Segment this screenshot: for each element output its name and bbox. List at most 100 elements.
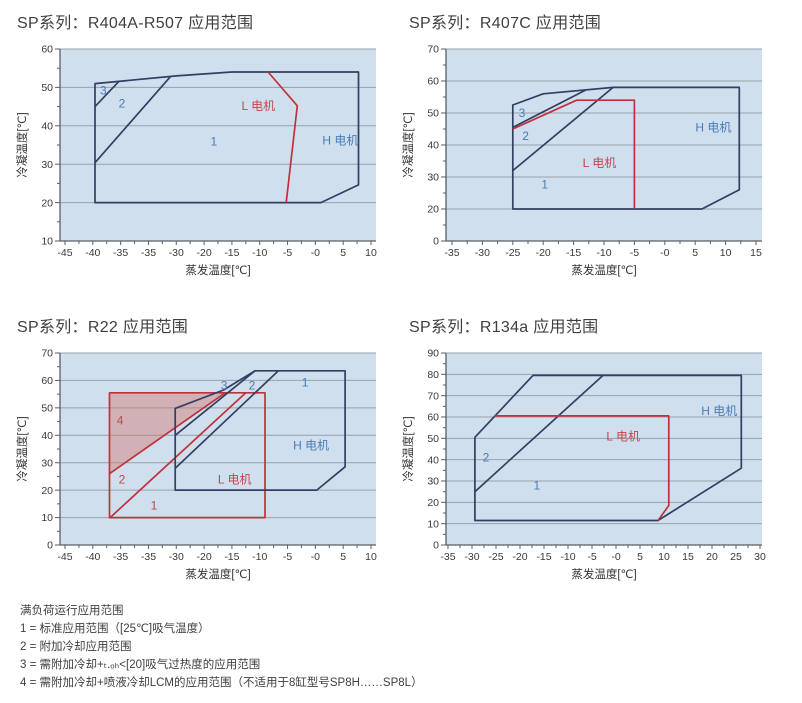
chart-block-r404a: SP系列：R404A-R507 应用范围 60 50 40 30 20 10 -45 -40 -… (8, 6, 406, 306)
x-tick-label: -25 (488, 551, 503, 563)
y-tick-label: 90 (427, 348, 439, 360)
x-tick-label: 20 (706, 551, 718, 563)
x-tick-label: -5 (283, 247, 292, 259)
x-tick-label: 15 (750, 247, 762, 259)
x-tick-label: 15 (682, 551, 694, 563)
y-tick-label: 30 (427, 476, 439, 488)
y-tick-label: 20 (427, 204, 439, 216)
x-tick-label: -25 (505, 247, 520, 259)
region-label-L 电机: L 电机 (242, 99, 276, 113)
x-tick-label: -35 (113, 551, 128, 563)
region-label-1: 1 (151, 498, 158, 512)
region-label-3: 3 (100, 84, 107, 98)
region-label-3: 3 (519, 106, 526, 120)
y-axis-title: 冷凝温度[℃] (15, 112, 29, 177)
chart-block-r22: SP系列：R22 应用范围 70 60 50 40 30 20 10 0 -45 -40 -35 -3… (8, 310, 406, 610)
y-tick-label: 70 (427, 44, 439, 56)
x-tick-label: -45 (57, 247, 72, 259)
region-label-L 电机: L 电机 (606, 429, 640, 443)
legend-note-4: 4 = 需附加冷却+喷液冷却LCM的应用范围（不适用于8缸型号SP8H……SP8… (20, 677, 423, 689)
zone3-boundary (174, 370, 256, 436)
y-tick-label: 70 (427, 390, 439, 402)
region-label-1: 1 (210, 134, 217, 148)
h-motor-envelope (174, 369, 346, 491)
y-tick-label: 20 (41, 485, 53, 497)
y-tick-label: 10 (41, 236, 53, 248)
y-tick-label: 30 (427, 172, 439, 184)
y-tick-label: 40 (427, 454, 439, 466)
y-tick-label: 50 (427, 108, 439, 120)
zone2-red-boundary (109, 392, 247, 519)
x-tick-label: -0 (311, 247, 320, 259)
region-label-1: 1 (302, 376, 309, 390)
zone4-boundary (109, 392, 226, 475)
zone2-boundary (474, 374, 604, 493)
y-tick-label: 50 (41, 403, 53, 415)
x-tick-label: -5 (283, 551, 292, 563)
chart-title-r134a: SP系列：R134a 应用范围 (409, 319, 599, 336)
h-motor-envelope (94, 71, 360, 204)
y-tick-label: 30 (41, 457, 53, 469)
x-tick-label: -10 (560, 551, 575, 563)
x-tick-label: -10 (252, 247, 267, 259)
l-motor-boundary (512, 99, 636, 209)
x-tick-label: -10 (252, 551, 267, 563)
x-tick-label: -15 (536, 551, 551, 563)
region-label-L 电机: L 电机 (218, 472, 252, 486)
legend-notes: 满负荷运行应用范围 1 = 标准应用范围（[25℃]吸气温度） 2 = 附加冷却… (20, 602, 423, 692)
zone2-boundary (94, 75, 172, 164)
x-tick-label: -30 (169, 551, 184, 563)
region-label-H 电机: H 电机 (293, 438, 329, 452)
chart-r134a: 90 80 70 60 50 40 30 20 10 0-35 -30 -25 -20 -15 -10 -5 -… (401, 348, 766, 581)
x-tick-label: -40 (85, 551, 100, 563)
x-tick-label: 10 (365, 247, 377, 259)
x-tick-label: 5 (692, 247, 698, 259)
x-axis-title: 蒸发温度[℃] (185, 263, 250, 277)
legend-note-3: 3 = 需附加冷却+ₜ.ₒₕ<[20]吸气过热度的应用范围 (20, 659, 261, 671)
x-tick-label: 10 (365, 551, 377, 563)
x-tick-label: 5 (637, 551, 643, 563)
legend-note-2: 2 = 附加冷却应用范围 (20, 641, 132, 653)
x-tick-label: -20 (536, 247, 551, 259)
region-label-4: 4 (117, 413, 124, 427)
x-tick-label: -5 (630, 247, 639, 259)
x-tick-label: -20 (196, 551, 211, 563)
region-label-H 电机: H 电机 (701, 404, 737, 418)
chart-block-r134a: SP系列：R134a 应用范围 90 80 70 60 50 40 30 20 10 0 -35 -3… (400, 310, 798, 610)
region-label-1: 1 (533, 478, 540, 492)
region-label-1: 1 (541, 178, 548, 192)
x-tick-label: -40 (85, 247, 100, 259)
y-tick-label: 40 (41, 430, 53, 442)
zone2-boundary (174, 370, 279, 469)
plot-area (446, 353, 762, 545)
x-tick-label: 10 (658, 551, 670, 563)
chart-title-r404a: SP系列：R404A-R507 应用范围 (17, 15, 254, 32)
x-tick-label: -35 (440, 551, 455, 563)
chart-r404a: 60 50 40 30 20 10 -45 -40 -35 -35 -30 -20 -15 -10 -5 -0… (15, 44, 377, 277)
x-tick-label: -30 (169, 247, 184, 259)
y-tick-label: 60 (41, 44, 53, 56)
x-tick-label: -30 (464, 551, 479, 563)
chart-title-r22: SP系列：R22 应用范围 (17, 319, 189, 336)
y-tick-label: 60 (41, 375, 53, 387)
plot-area (60, 353, 376, 545)
x-tick-label: -15 (224, 551, 239, 563)
chart-r22: 70 60 50 40 30 20 10 0 -45 -40 -35 -35 -30 -20 -15 -10 -… (15, 348, 377, 581)
x-tick-label: -35 (444, 247, 459, 259)
l-motor-boundary (267, 71, 299, 203)
region-label-3: 3 (221, 378, 228, 392)
region-label-H 电机: H 电机 (695, 121, 731, 135)
y-tick-label: 50 (41, 82, 53, 94)
region-label-2: 2 (119, 472, 126, 486)
legend-note-1: 1 = 标准应用范围（[25℃]吸气温度） (20, 623, 210, 635)
x-tick-label: -20 (512, 551, 527, 563)
l-motor-boundary (494, 415, 670, 521)
y-tick-label: 10 (41, 512, 53, 524)
region-label-2: 2 (483, 451, 490, 465)
x-axis-title: 蒸发温度[℃] (571, 567, 636, 581)
y-tick-label: 50 (427, 433, 439, 445)
x-tick-label: -35 (113, 247, 128, 259)
y-axis-title: 冷凝温度[℃] (401, 416, 415, 481)
y-axis-title: 冷凝温度[℃] (15, 416, 29, 481)
x-tick-label: -20 (196, 247, 211, 259)
